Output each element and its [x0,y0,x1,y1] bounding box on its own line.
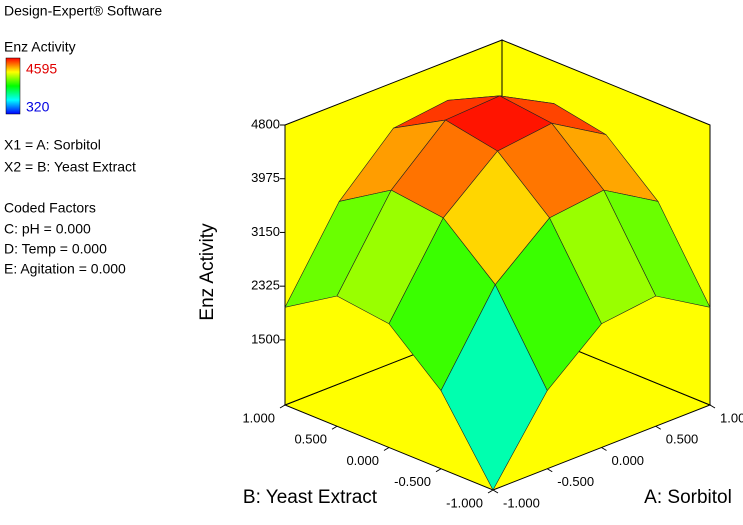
x-tick [709,404,716,409]
y-tick [331,425,338,430]
z-tick-label: 3975 [251,170,280,185]
coded-factor: C: pH = 0.000 [4,221,91,237]
x-tick [546,468,553,473]
factor: X2 = B: Yeast Extract [4,159,136,175]
coded-factor: E: Agitation = 0.000 [4,261,126,277]
colorbar-min: 320 [26,99,50,115]
coded-title: Coded Factors [4,200,96,216]
surface-cell [440,284,548,491]
y-tick [279,404,286,409]
x-tick-label: -1.000 [503,495,540,510]
x-tick-label: 0.500 [666,432,699,447]
x-axis-title: A: Sorbitol [644,487,732,508]
colorbar [5,57,21,115]
factor: X1 = A: Sorbitol [4,137,101,153]
z-axis-title: Enz Activity [197,223,218,321]
x-tick [601,447,607,451]
software: Design-Expert® Software [4,3,162,19]
y-tick-label: 1.000 [242,410,275,425]
x-tick-label: -0.500 [557,474,594,489]
z-tick-label: 3150 [251,224,280,239]
y-axis-title: B: Yeast Extract [243,487,378,508]
colorbar-title: Enz Activity [4,39,76,55]
z-tick-label: 1500 [251,331,280,346]
x-tick-label: 0.000 [612,453,645,468]
colorbar-max: 4595 [26,61,57,77]
y-tick-label: -1.000 [446,495,483,510]
z-tick-label: 4800 [251,116,280,131]
x-tick [655,425,662,430]
y-tick-label: -0.500 [394,474,431,489]
z-tick-label: 2325 [251,278,280,293]
y-tick-label: 0.000 [346,453,379,468]
coded-factor: D: Temp = 0.000 [4,241,107,257]
x-tick-label: 1.000 [720,410,743,425]
y-tick-label: 0.500 [294,432,327,447]
x-tick [492,489,499,494]
y-tick [435,468,442,473]
y-tick [487,489,494,494]
y-tick [383,447,390,451]
